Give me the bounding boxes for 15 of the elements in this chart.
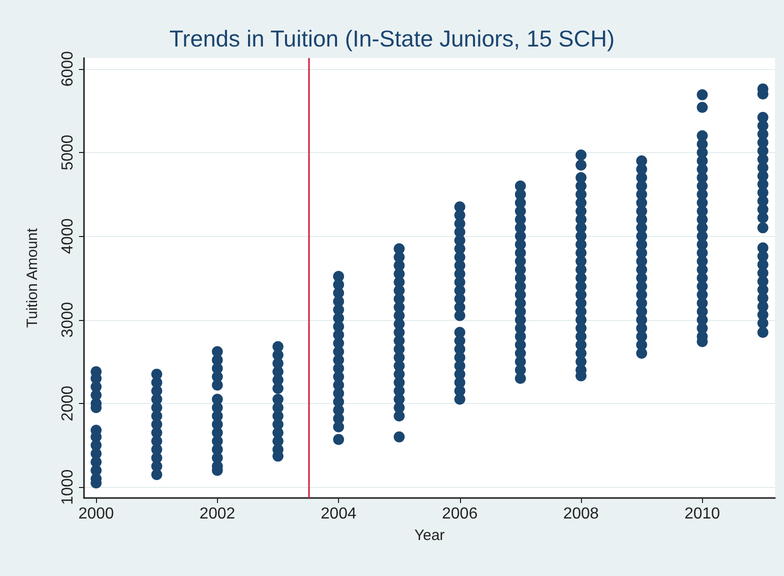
y-tick-label: 2000 [60,386,76,422]
x-axis-title: Year [414,527,445,544]
y-tick-label: 1000 [60,469,76,505]
x-tick-label: 2006 [442,506,478,522]
chart-title: Trends in Tuition (In-State Juniors, 15 SCH) [169,26,615,52]
y-tick-label: 3000 [60,302,76,338]
x-tick-label: 2000 [78,506,114,522]
x-tick-label: 2010 [684,506,720,522]
y-tick-label: 6000 [60,50,76,87]
x-tick-label: 2004 [320,506,356,522]
x-tick-label: 2008 [563,506,599,522]
x-tick-label: 2002 [200,506,236,522]
y-tick-label: 5000 [60,134,76,170]
y-tick-label: 4000 [60,218,76,254]
y-axis-title: Tuition Amount [24,227,41,328]
